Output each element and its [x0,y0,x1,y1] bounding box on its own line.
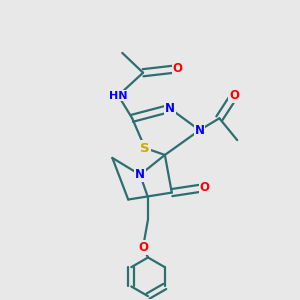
Text: N: N [135,168,145,181]
Text: N: N [165,102,175,115]
Text: O: O [138,241,148,254]
Text: N: N [194,124,205,137]
Text: O: O [229,89,239,102]
Text: S: S [140,142,150,154]
Text: HN: HN [109,91,128,100]
Text: O: O [173,62,183,75]
Text: O: O [200,181,209,194]
